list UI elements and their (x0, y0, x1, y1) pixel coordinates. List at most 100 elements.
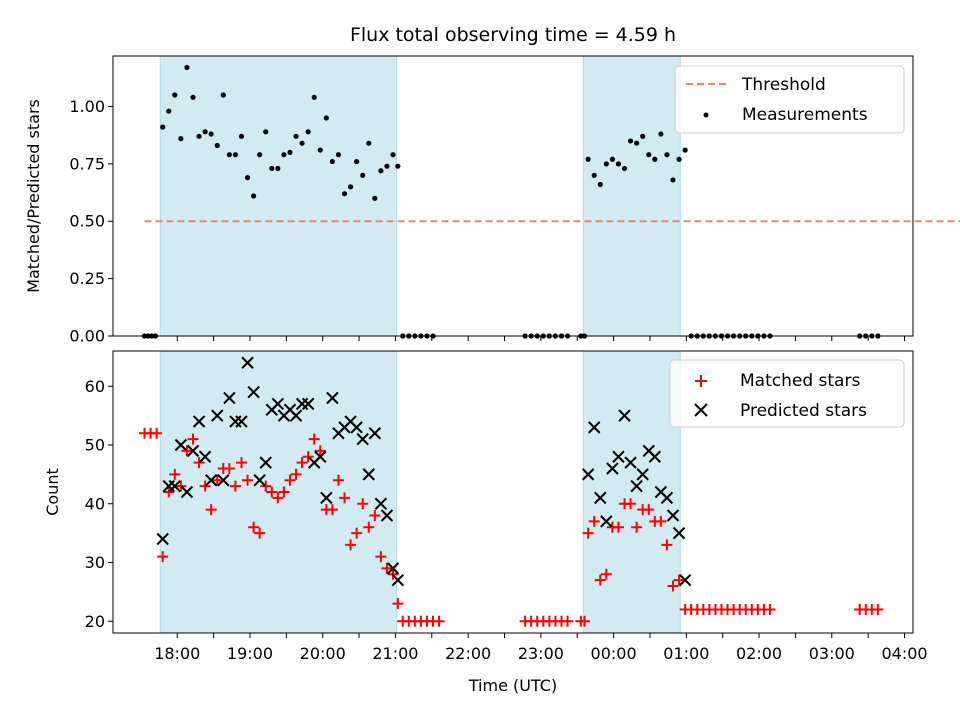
measurements-point (591, 172, 597, 178)
top-shaded-intervals (159, 55, 681, 337)
measurements-point (390, 152, 396, 158)
top-x-ticks (176, 336, 906, 341)
predicted-stars-point (204, 474, 218, 487)
top-series-group (141, 64, 881, 339)
x-tick-label: 02:00 (736, 644, 782, 663)
measurements-point (658, 131, 664, 137)
measurements-point (676, 156, 682, 162)
measurements-point (251, 193, 257, 199)
matched-stars-point (199, 480, 211, 492)
predicted-stars-point (374, 497, 388, 510)
measurements-point (603, 161, 609, 167)
measurements-point (395, 163, 401, 169)
predicted-stars-point (186, 444, 200, 458)
top-y-ticks: 0.00 0.25 0.50 0.75 1.00 (69, 97, 113, 346)
matched-stars-point (872, 604, 884, 615)
predicted-stars-legend-swatch (694, 403, 708, 417)
predicted-stars-point (326, 391, 339, 405)
top-y-tick-label: 0.25 (69, 269, 105, 288)
top-y-tick-label: 1.00 (69, 97, 105, 116)
predicted-stars-point (314, 450, 327, 463)
predicted-stars-point (606, 462, 619, 475)
x-tick-label: 23:00 (518, 644, 564, 663)
measurements-point (335, 152, 342, 158)
matched-stars-point (764, 604, 776, 615)
top-legend: Threshold Measurements (674, 65, 905, 134)
predicted-stars-point (624, 456, 637, 469)
measurements-point (329, 158, 335, 165)
measurements-legend-label: Measurements (742, 105, 868, 125)
x-tick-label: 01:00 (663, 644, 709, 663)
matched-stars-point (314, 445, 326, 457)
matched-stars-point (248, 521, 260, 533)
measurements-legend-swatch (703, 112, 709, 118)
measurements-point (597, 181, 603, 188)
predicted-stars-point (259, 456, 272, 469)
measurements-point (634, 140, 640, 146)
predicted-stars-point (223, 391, 236, 405)
matched-stars-point (357, 498, 369, 510)
top-shaded-interval-2 (582, 55, 681, 337)
predicted-stars-point (350, 421, 363, 434)
matched-stars-point (181, 445, 193, 457)
bottom-y-tick-label: 50 (85, 436, 105, 455)
measurements-point (178, 136, 184, 142)
threshold-legend-label: Threshold (741, 75, 826, 95)
matched-stars-point (308, 433, 320, 445)
measurements-point (372, 195, 378, 201)
matched-stars-point (205, 504, 217, 516)
measurements-point (269, 165, 275, 172)
predicted-stars-point (380, 509, 394, 522)
x-tick-label: 20:00 (300, 644, 346, 663)
x-tick-label: 00:00 (591, 644, 637, 663)
predicted-stars-point (368, 427, 382, 440)
matched-stars-point (433, 615, 445, 627)
measurements-point (202, 129, 208, 135)
matched-stars-point (272, 492, 284, 504)
measurements-point (627, 138, 634, 144)
matched-stars-point (260, 480, 272, 492)
matched-stars-point (242, 474, 254, 486)
matched-stars-point (326, 504, 338, 516)
x-tick-label: 18:00 (154, 644, 200, 663)
matched-stars-point (375, 551, 387, 563)
matched-stars-point (296, 457, 308, 469)
bottom-shaded-intervals (159, 350, 681, 634)
predicted-stars-point (235, 415, 248, 428)
measurements-point (184, 64, 190, 71)
matched-stars-point (392, 598, 404, 610)
matched-stars-point (631, 521, 643, 533)
measurements-point (305, 129, 311, 135)
matched-stars-point (643, 504, 655, 516)
measurements-point (366, 140, 372, 146)
predicted-stars-point (636, 468, 649, 481)
top-y-tick-label: 0.50 (69, 212, 105, 231)
predicted-stars-point (211, 409, 224, 422)
measurements-point (263, 129, 269, 135)
matched-stars-point (169, 468, 181, 480)
bottom-y-tick-label: 40 (85, 494, 105, 513)
measurements-point (670, 177, 676, 183)
matched-stars-point (612, 521, 624, 533)
bottom-y-tick-label: 30 (85, 553, 105, 572)
top-y-axis-label: Matched/Predicted stars (24, 99, 43, 293)
predicted-stars-point (362, 468, 375, 481)
measurements-point (172, 92, 178, 98)
matched-stars-point (667, 580, 679, 592)
predicted-stars-point (253, 474, 266, 487)
measurements-point (311, 94, 317, 100)
measurements-point (226, 152, 232, 158)
matched-stars-point (673, 574, 685, 586)
measurements-point (378, 168, 384, 174)
measurements-point (244, 175, 251, 181)
predicted-stars-point (386, 562, 400, 575)
matched-stars-point (229, 480, 241, 492)
measurements-point (257, 152, 263, 158)
x-tick-label: 03:00 (809, 644, 855, 663)
measurements-point (299, 140, 305, 146)
predicted-stars-point (247, 385, 260, 399)
bottom-axes-frame (112, 350, 914, 634)
measurements-point (664, 152, 670, 158)
matched-stars-point (187, 433, 199, 445)
